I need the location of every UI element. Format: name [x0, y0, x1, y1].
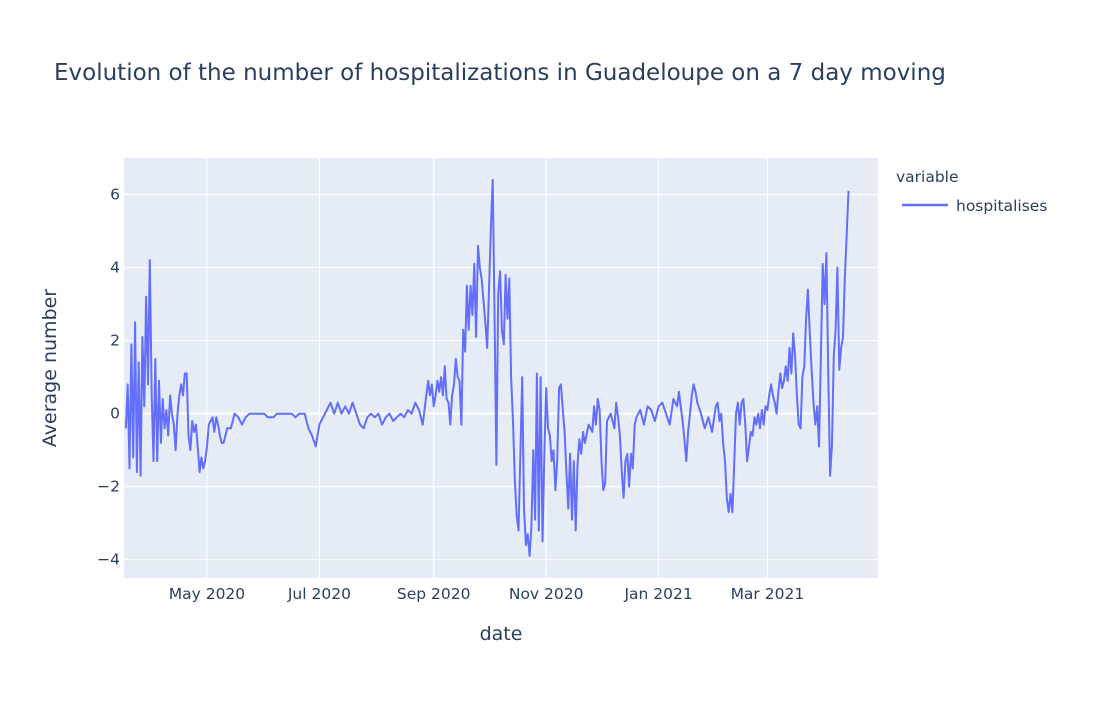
legend-title: variable — [896, 168, 959, 186]
x-tick-label: May 2020 — [169, 585, 245, 603]
y-axis-title: Average number — [39, 289, 61, 447]
legend-item-label: hospitalises — [956, 197, 1047, 215]
x-axis-title: date — [480, 623, 523, 645]
chart-title: Evolution of the number of hospitalizati… — [54, 60, 946, 86]
y-tick-label: 4 — [110, 259, 120, 277]
plot-area[interactable]: −4 −2 0 2 4 6 May 2020 Jul 2020 Sep 2020 Nov 2020… — [97, 158, 878, 603]
x-tick-label: Nov 2020 — [509, 585, 584, 603]
x-tick-label: Sep 2020 — [397, 585, 471, 603]
plot-background — [124, 158, 878, 578]
series-line-hospitalises — [124, 178, 850, 558]
x-tick-label: Jul 2020 — [287, 585, 351, 603]
y-tick-label: 2 — [110, 332, 120, 350]
y-tick-label: −2 — [97, 478, 120, 496]
y-tick-label: 0 — [110, 405, 120, 423]
legend[interactable]: variable hospitalises — [896, 168, 1047, 215]
x-tick-label: Jan 2021 — [623, 585, 692, 603]
y-tick-label: −4 — [97, 551, 120, 569]
y-tick-label: 6 — [110, 186, 120, 204]
x-tick-label: Mar 2021 — [731, 585, 805, 603]
